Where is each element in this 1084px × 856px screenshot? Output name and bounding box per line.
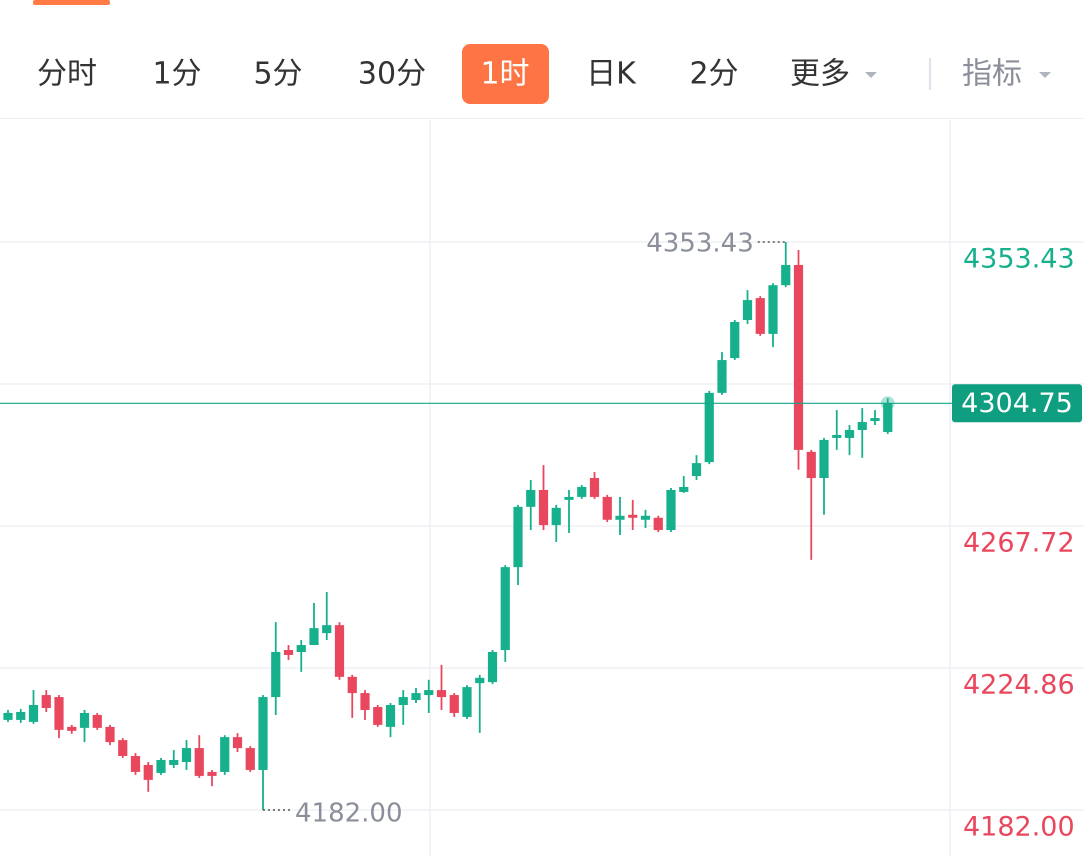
candle-body <box>538 489 549 526</box>
candle-body <box>28 705 39 722</box>
candle-body <box>730 321 740 359</box>
candle-body <box>92 714 102 728</box>
candle-body <box>283 649 294 655</box>
tab-label[interactable]: 30分 <box>358 57 426 92</box>
y-tick-label: 4224.86 <box>963 670 1075 701</box>
dropdown-arrow <box>865 72 877 78</box>
toolbar: 分时 1分 5分 30分 1时 日K 2分 更多 指标 <box>37 44 1051 104</box>
candle-body <box>781 264 791 286</box>
candle-body <box>398 697 408 706</box>
candle-body <box>679 486 689 492</box>
min-label: 4182.00 <box>295 799 403 829</box>
candle-body <box>742 300 753 320</box>
candle-body <box>156 760 166 773</box>
dropdown-arrow <box>1039 72 1051 78</box>
candle-body <box>487 651 498 683</box>
candle-body <box>615 515 625 520</box>
candle-body <box>717 360 727 393</box>
candle-body <box>589 478 600 497</box>
candle-body <box>232 737 243 749</box>
tab-label[interactable]: 分时 <box>37 57 97 92</box>
candle-body <box>755 298 765 334</box>
candle-body <box>832 434 842 438</box>
candle-body <box>334 625 345 677</box>
candle-body <box>41 695 51 708</box>
candle-body <box>130 756 141 772</box>
candle-body <box>373 706 383 725</box>
y-tick-label: 4267.72 <box>963 528 1075 559</box>
candle-body <box>551 507 561 526</box>
last-price-glow <box>880 396 895 411</box>
candle-body <box>16 711 26 720</box>
candle-body <box>436 690 447 698</box>
candle-body <box>424 690 434 696</box>
candle-body <box>768 285 778 334</box>
candle-body <box>411 693 421 701</box>
candle-body <box>691 463 702 477</box>
candle-body <box>181 748 192 762</box>
last-price-box <box>952 384 1082 423</box>
candle-body <box>819 439 829 479</box>
plot <box>3 242 893 811</box>
tab-label[interactable]: 更多 <box>790 57 850 92</box>
candle-body <box>169 760 179 765</box>
candle-body <box>602 496 612 520</box>
candle-body <box>449 695 459 713</box>
candle-body <box>3 712 13 720</box>
candle-body <box>666 489 676 531</box>
y-tick-label: 4182.00 <box>963 812 1075 843</box>
candle-body <box>118 740 128 757</box>
candle-body <box>513 506 523 568</box>
candle-body <box>793 264 804 450</box>
tab-label[interactable]: 2分 <box>689 57 738 92</box>
candle-body <box>296 645 306 652</box>
candle-body <box>526 489 536 507</box>
tab-label[interactable]: 5分 <box>253 57 302 92</box>
candle-body <box>500 567 510 650</box>
candle-body <box>271 651 281 698</box>
candle-body <box>844 429 855 438</box>
candle-body <box>870 418 880 422</box>
top-tab-indicator <box>33 0 110 5</box>
candle-body <box>67 726 77 731</box>
tab-label[interactable]: 1时 <box>480 57 529 92</box>
candle-body <box>806 451 816 479</box>
candle-body <box>883 403 893 432</box>
candle-body <box>857 422 867 430</box>
overlay: 4304.75 4353.43 4182.00 <box>0 229 1082 829</box>
candle-body <box>194 748 204 776</box>
candle-body <box>258 697 268 770</box>
active-tab-bg <box>462 44 549 104</box>
candle-body <box>475 677 485 684</box>
candle-body <box>653 517 663 531</box>
candle-body <box>143 764 153 780</box>
candle-body <box>347 676 357 694</box>
candle-body <box>628 514 638 518</box>
candle-body <box>54 697 64 730</box>
candle-body <box>309 628 319 646</box>
candle-body <box>220 737 230 772</box>
tab-label[interactable]: 1分 <box>152 57 201 92</box>
max-label: 4353.43 <box>646 229 754 259</box>
candle-body <box>360 693 370 710</box>
last-price-label: 4304.75 <box>961 388 1073 419</box>
candle-body <box>207 771 217 776</box>
candle-body <box>79 712 90 728</box>
candle-body <box>462 687 472 717</box>
candle-body <box>564 496 574 500</box>
tab-label[interactable]: 日K <box>586 57 637 92</box>
candle-body <box>322 625 332 634</box>
candle-body <box>704 392 714 463</box>
candle-body <box>385 705 396 727</box>
candle-body <box>105 726 115 743</box>
candle-body <box>577 486 587 497</box>
indicator-label[interactable]: 指标 <box>962 57 1022 92</box>
candle-body <box>640 515 651 520</box>
y-tick-label: 4353.43 <box>963 244 1075 275</box>
candle-body <box>245 748 255 770</box>
